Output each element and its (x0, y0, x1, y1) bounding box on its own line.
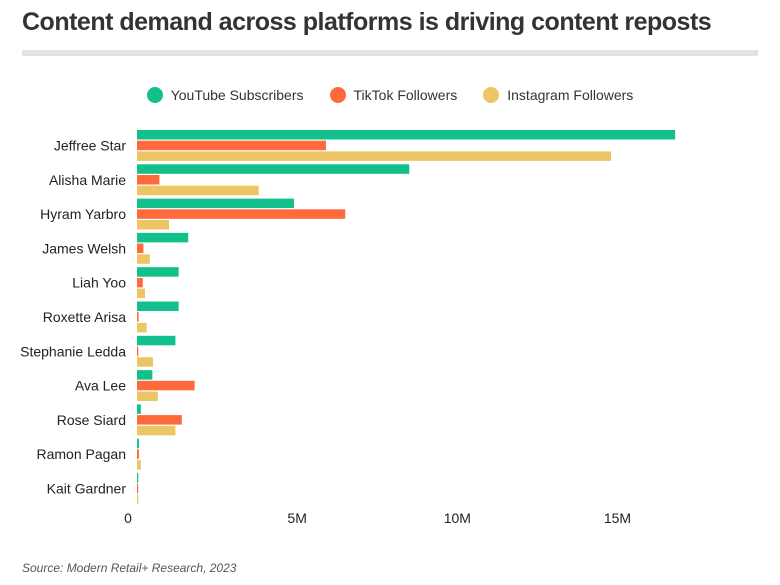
category-label: Ava Lee (75, 378, 126, 394)
bar-youtube (137, 198, 294, 209)
bar-instagram (137, 254, 150, 264)
bar-instagram (137, 185, 259, 196)
legend-swatch-instagram (483, 87, 500, 103)
bar-instagram (137, 357, 154, 367)
category-label: Stephanie Ledda (20, 343, 126, 359)
bar-tiktok (137, 277, 143, 288)
bar-tiktok (137, 312, 139, 322)
bar-instagram (137, 460, 141, 470)
bar-youtube (137, 438, 139, 449)
bar-tiktok (137, 483, 139, 494)
bar-instagram (137, 220, 170, 230)
bar-youtube (137, 370, 153, 380)
x-tick-label: 15M (604, 510, 631, 526)
category-label: Liah Yoo (72, 275, 126, 291)
legend-item-tiktok: TikTok Followers (329, 87, 458, 103)
category-label: Kait Gardner (47, 480, 127, 496)
bar-tiktok (137, 140, 326, 151)
legend-label-youtube: YouTube Subscribers (170, 87, 304, 103)
legend-item-instagram: Instagram Followers (483, 87, 633, 103)
bar-youtube (137, 335, 176, 346)
chart-title: Content demand across platforms is drivi… (22, 8, 712, 36)
bar-youtube (137, 130, 676, 140)
bar-instagram (137, 288, 146, 299)
legend-swatch-youtube (146, 87, 163, 103)
category-label: Ramon Pagan (36, 446, 126, 462)
bar-tiktok (137, 346, 139, 356)
category-label: Hyram Yarbro (40, 206, 126, 222)
source-note: Source: Modern Retail+ Research, 2023 (22, 561, 237, 575)
legend-label-tiktok: TikTok Followers (353, 87, 458, 103)
title-divider (22, 50, 758, 56)
bar-tiktok (137, 380, 195, 391)
bar-tiktok (137, 209, 346, 219)
bar-instagram (137, 391, 158, 401)
bar-youtube (137, 473, 139, 483)
bar-instagram (137, 425, 176, 436)
legend: YouTube Subscribers TikTok Followers Ins… (0, 87, 780, 103)
bar-instagram (137, 151, 612, 161)
category-label: Alisha Marie (49, 172, 126, 188)
bar-youtube (137, 232, 189, 243)
bar-youtube (137, 267, 179, 277)
legend-item-youtube: YouTube Subscribers (146, 87, 304, 103)
x-tick-label: 5M (287, 510, 306, 526)
bar-tiktok (137, 415, 182, 425)
category-label: James Welsh (42, 240, 126, 256)
category-label: Jeffree Star (54, 137, 126, 153)
bar-youtube (137, 301, 179, 311)
category-label: Roxette Arisa (43, 309, 126, 325)
bar-instagram (137, 494, 139, 504)
legend-label-instagram: Instagram Followers (507, 87, 634, 103)
legend-swatch-tiktok (329, 87, 346, 103)
bar-tiktok (137, 449, 139, 459)
x-tick-label: 10M (444, 510, 471, 526)
bar-tiktok (137, 175, 160, 185)
bar-youtube (137, 404, 141, 414)
x-tick-label: 0 (124, 510, 132, 526)
bar-instagram (137, 322, 147, 333)
bar-tiktok (137, 243, 144, 254)
bar-youtube (137, 164, 410, 174)
category-label: Rose Siard (57, 412, 126, 428)
